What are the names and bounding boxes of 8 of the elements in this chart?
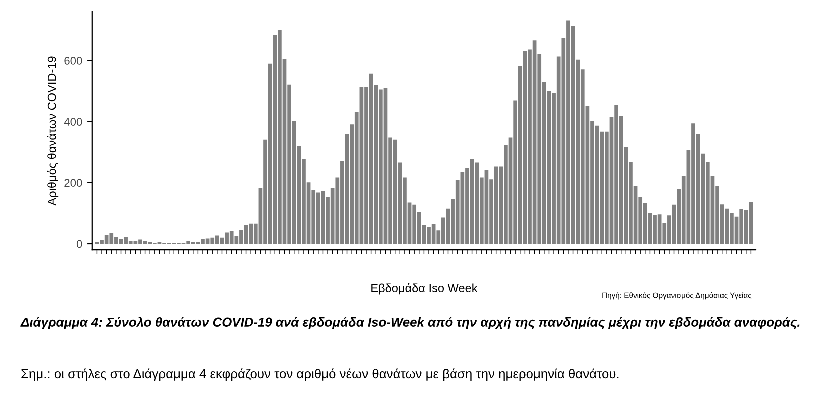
y-tick-label: 600 [64,57,82,65]
y-tick-label: 0 [76,240,82,248]
x-axis-title: Εβδομάδα Iso Week [372,283,478,295]
text: Σημ.: οι στήλες στο Διάγραμμα 4 εκφράζουν τον αριθμό νέων θανάτων με βάση την ημερομηνία θανάτου. [22,368,619,382]
y-tick-label: 200 [64,179,82,188]
y-tick-label: 400 [64,118,82,126]
y-axis-title: Αριθμός θανάτων COVID-19 [47,56,59,206]
text: Διάγραμμα 4: Σύνολο θανάτων COVID-19 ανά εβδομάδα Iso-Week από την αρχή της πανδημίας μέχρι την εβδομάδα αναφοράς. [20,317,800,330]
